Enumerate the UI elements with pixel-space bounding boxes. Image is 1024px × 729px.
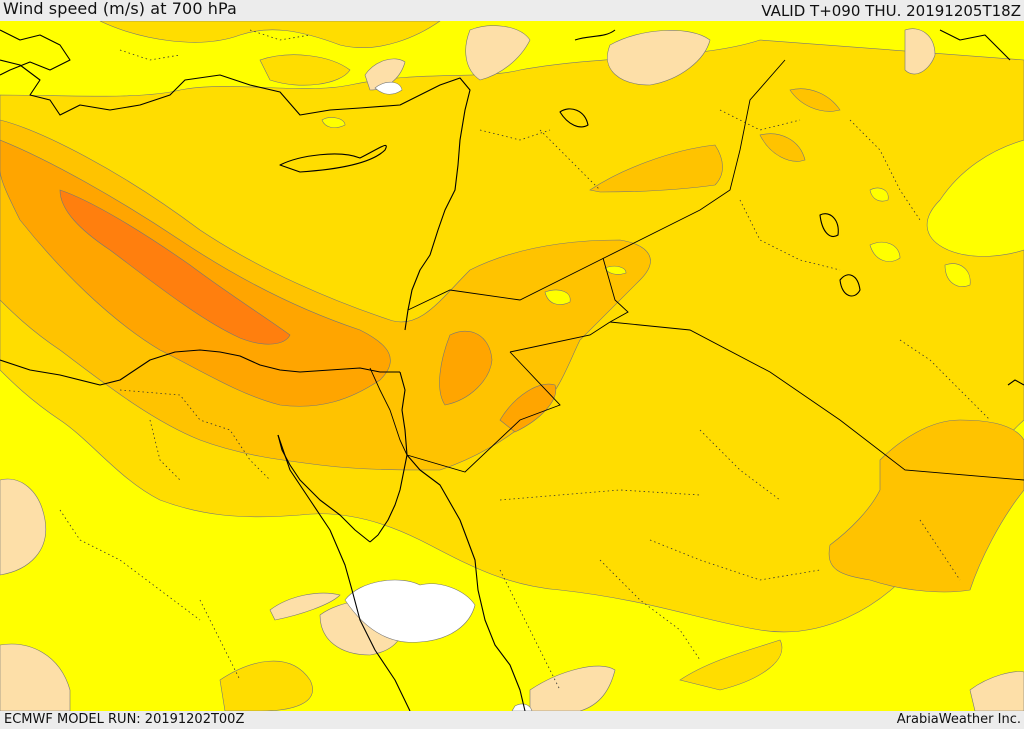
wind-pocket-yellow: [321, 117, 346, 129]
country-borders: [369, 59, 1024, 481]
wind-pocket-yellow: [869, 187, 889, 202]
wind-blob-orange: [499, 383, 557, 433]
valid-time: VALID T+090 THU. 20191205T18Z: [761, 2, 1021, 20]
credit-label: ArabiaWeather Inc.: [896, 712, 1021, 727]
wind-speed-map: [0, 21, 1024, 711]
wind-pocket-yellow: [544, 289, 571, 305]
wind-blob-light-orange: [589, 144, 723, 193]
wind-blob-light-orange: [828, 419, 1024, 593]
calm-area-white: [344, 579, 476, 643]
calm-area-peach: [465, 25, 531, 81]
wind-blob-gold: [219, 660, 313, 711]
coastlines: [0, 29, 1024, 711]
calm-area-peach: [904, 28, 936, 75]
calm-area-white: [374, 81, 403, 95]
admin-boundaries: [59, 29, 991, 691]
calm-area-peach: [969, 671, 1024, 711]
calm-area-peach: [0, 478, 47, 576]
wind-blob-gold: [679, 639, 783, 691]
wind-pocket-yellow: [944, 263, 971, 287]
wind-blob-gold: [99, 21, 441, 48]
wind-pocket-yellow: [604, 265, 627, 275]
wind-blob-gold: [259, 54, 351, 86]
wind-blob-light-orange: [759, 133, 806, 162]
map-title: Wind speed (m/s) at 700 hPa: [3, 0, 237, 18]
wind-blob-light-orange: [789, 88, 841, 112]
calm-area-peach: [269, 592, 341, 621]
calm-area-peach: [0, 643, 71, 711]
footer-bar: [0, 711, 1024, 729]
wind-blob-orange: [439, 330, 493, 406]
calm-area-white: [511, 703, 533, 711]
calm-area-peach: [529, 665, 616, 711]
calm-area-peach: [607, 30, 711, 86]
wind-pocket-yellow: [869, 241, 901, 262]
wind-band-dark-orange: [59, 189, 291, 345]
model-run-label: ECMWF MODEL RUN: 20191202T00Z: [4, 712, 245, 727]
wind-band-light-orange: [0, 119, 651, 471]
header-bar: Wind speed (m/s) at 700 hPa VALID T+090 …: [0, 0, 1024, 21]
